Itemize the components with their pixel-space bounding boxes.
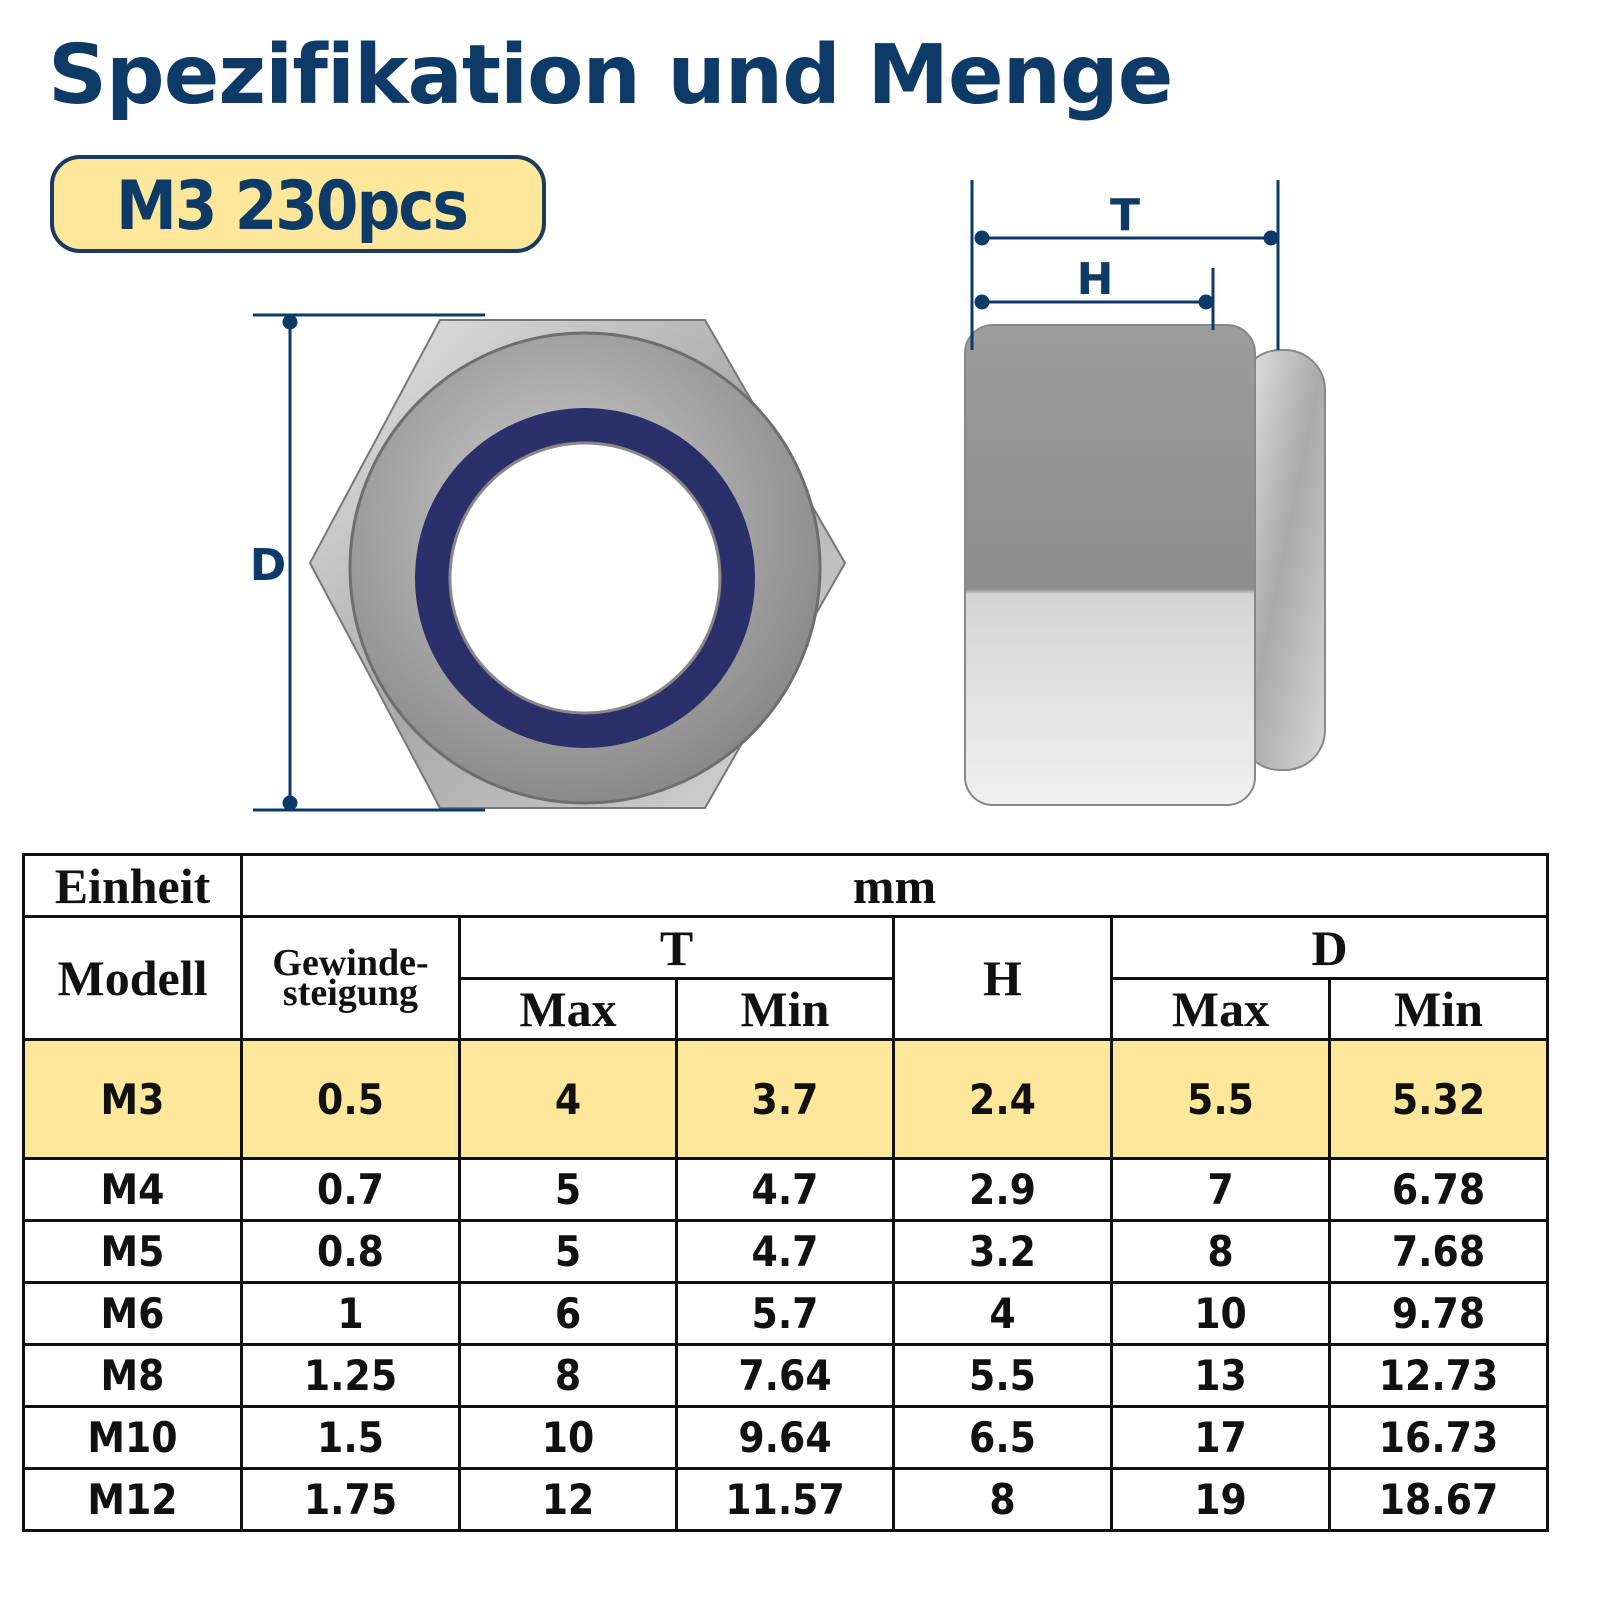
value-cell: 17 [1110, 1405, 1331, 1470]
nut-hole [448, 441, 722, 715]
dimension-dot [974, 230, 990, 246]
header-cell: Einheit [22, 853, 243, 918]
value-cell: 19 [1110, 1467, 1331, 1532]
header-cell: Modell [22, 915, 243, 1041]
quantity-badge: M3 230pcs [50, 155, 546, 253]
value-cell: 3.7 [675, 1038, 895, 1160]
header-cell: Min [675, 977, 895, 1041]
value-cell: 0.7 [240, 1157, 461, 1222]
value-cell: 1 [240, 1281, 461, 1346]
table-row: Modell Gewinde-steigung T H D [22, 915, 1549, 1041]
d-label: D [250, 540, 287, 591]
model-cell: M5 [22, 1219, 243, 1284]
value-cell: 7 [1110, 1157, 1331, 1222]
value-cell: 4 [892, 1281, 1113, 1346]
value-cell: 7.68 [1328, 1219, 1549, 1284]
header-cell: mm [240, 853, 1549, 918]
dimension-dot [282, 795, 298, 811]
value-cell: 8 [892, 1467, 1113, 1532]
dimension-dot [974, 294, 990, 310]
spec-table: Einheit mm Modell Gewinde-steigung T H D Max Min… [22, 853, 1549, 1532]
value-cell: 5.5 [892, 1343, 1113, 1408]
badge-text: M3 230pcs [116, 167, 469, 246]
title: Spezifikation und Menge [48, 28, 1173, 123]
model-cell: M6 [22, 1281, 243, 1346]
dimension-dot [1198, 294, 1214, 310]
header-cell: Min [1328, 977, 1549, 1041]
d-dimension [253, 313, 485, 812]
value-cell: 6.5 [892, 1405, 1113, 1470]
t-label: T [1110, 190, 1140, 241]
value-cell: 5 [458, 1157, 678, 1222]
value-cell: 0.5 [240, 1038, 461, 1160]
value-cell: 1.5 [240, 1405, 461, 1470]
value-cell: 3.2 [892, 1219, 1113, 1284]
value-cell: 1.25 [240, 1343, 461, 1408]
table-row: M8 1.25 8 7.64 5.5 13 12.73 [22, 1343, 1549, 1408]
table-row: M12 1.75 12 11.57 8 19 18.67 [22, 1467, 1549, 1532]
value-cell: 5.32 [1328, 1038, 1549, 1160]
table-row: M6 1 6 5.7 4 10 9.78 [22, 1281, 1549, 1346]
value-cell: 4 [458, 1038, 678, 1160]
product-illustration: D T H [250, 180, 1326, 812]
value-cell: 8 [458, 1343, 678, 1408]
header-cell: H [892, 915, 1113, 1041]
h-label: H [1077, 254, 1114, 305]
table-row: M10 1.5 10 9.64 6.5 17 16.73 [22, 1405, 1549, 1470]
value-cell: 4.7 [675, 1157, 895, 1222]
header-cell: T [458, 915, 895, 980]
dimension-dot [282, 314, 298, 330]
value-cell: 7.64 [675, 1343, 895, 1408]
value-cell: 6.78 [1328, 1157, 1549, 1222]
model-cell: M10 [22, 1405, 243, 1470]
value-cell: 16.73 [1328, 1405, 1549, 1470]
value-cell: 2.4 [892, 1038, 1113, 1160]
model-cell: M4 [22, 1157, 243, 1222]
value-cell: 18.67 [1328, 1467, 1549, 1532]
table-row: M5 0.8 5 4.7 3.2 8 7.68 [22, 1219, 1549, 1284]
table-row: Max Min Max Min [24, 977, 1549, 1041]
value-cell: 0.8 [240, 1219, 461, 1284]
header-cell: Gewinde-steigung [240, 915, 461, 1041]
table-row: M3 0.5 4 3.7 2.4 5.5 5.32 [22, 1038, 1549, 1160]
value-cell: 11.57 [675, 1467, 895, 1532]
value-cell: 2.9 [892, 1157, 1113, 1222]
table-row: M4 0.7 5 4.7 2.9 7 6.78 [22, 1157, 1549, 1222]
header-cell: Max [458, 977, 678, 1041]
value-cell: 8 [1110, 1219, 1331, 1284]
value-cell: 1.75 [240, 1467, 461, 1532]
header-line: steigung [282, 972, 419, 1014]
value-cell: 10 [458, 1405, 678, 1470]
value-cell: 13 [1110, 1343, 1331, 1408]
header-cell: Max [1110, 977, 1331, 1041]
value-cell: 9.78 [1328, 1281, 1549, 1346]
value-cell: 10 [1110, 1281, 1331, 1346]
hex-nut-side [964, 324, 1256, 806]
header-line: Gewinde- [272, 942, 429, 984]
header-cell: D [1110, 915, 1549, 980]
table-row: Einheit mm [22, 853, 1549, 918]
model-cell: M3 [22, 1038, 243, 1160]
dimension-dot [1263, 230, 1279, 246]
value-cell: 12.73 [1328, 1343, 1549, 1408]
value-cell: 12 [458, 1467, 678, 1532]
value-cell: 6 [458, 1281, 678, 1346]
value-cell: 5.5 [1110, 1038, 1331, 1160]
value-cell: 5.7 [675, 1281, 895, 1346]
model-cell: M8 [22, 1343, 243, 1408]
value-cell: 5 [458, 1219, 678, 1284]
t-h-dimension [970, 180, 1280, 350]
value-cell: 4.7 [675, 1219, 895, 1284]
value-cell: 9.64 [675, 1405, 895, 1470]
model-cell: M12 [22, 1467, 243, 1532]
